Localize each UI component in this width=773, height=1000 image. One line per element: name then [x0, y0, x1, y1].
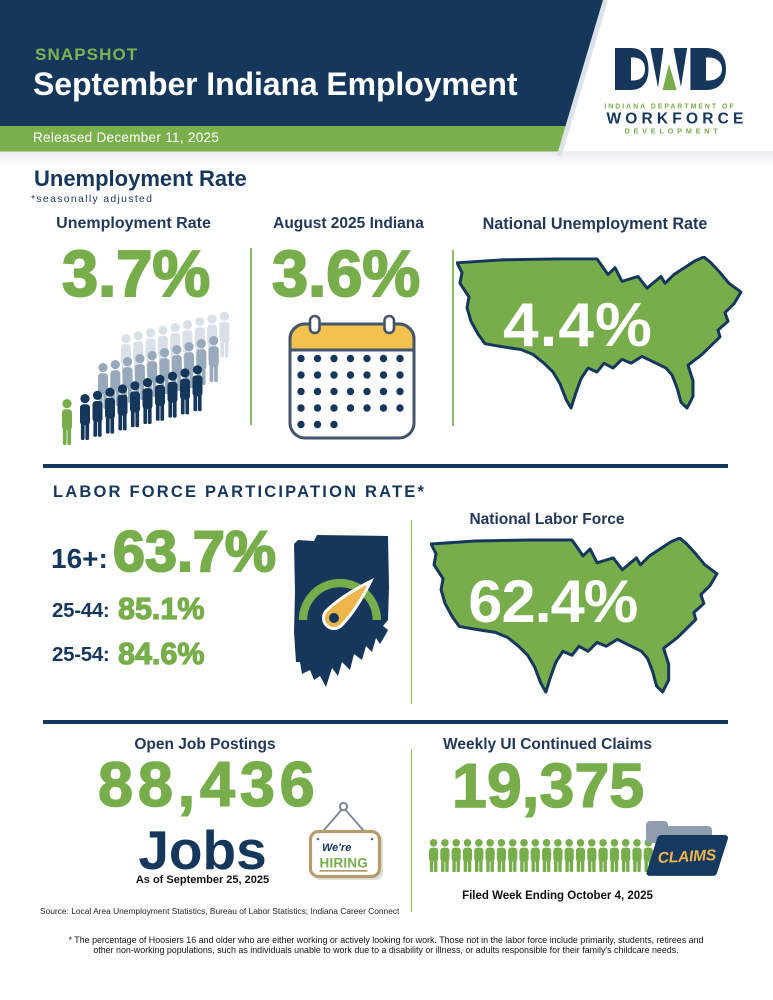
svg-text:WORKFORCE: WORKFORCE	[606, 111, 747, 128]
svg-text:62.4%: 62.4%	[468, 567, 637, 635]
svg-text:We're: We're	[322, 842, 351, 854]
svg-text:INDIANA DEPARTMENT OF: INDIANA DEPARTMENT OF	[604, 104, 735, 111]
svg-text:DEVELOPMENT: DEVELOPMENT	[625, 127, 722, 136]
svg-text:CLAIMS: CLAIMS	[657, 847, 717, 867]
svg-text:4.4%: 4.4%	[503, 291, 653, 360]
svg-text:HIRING: HIRING	[320, 856, 368, 871]
